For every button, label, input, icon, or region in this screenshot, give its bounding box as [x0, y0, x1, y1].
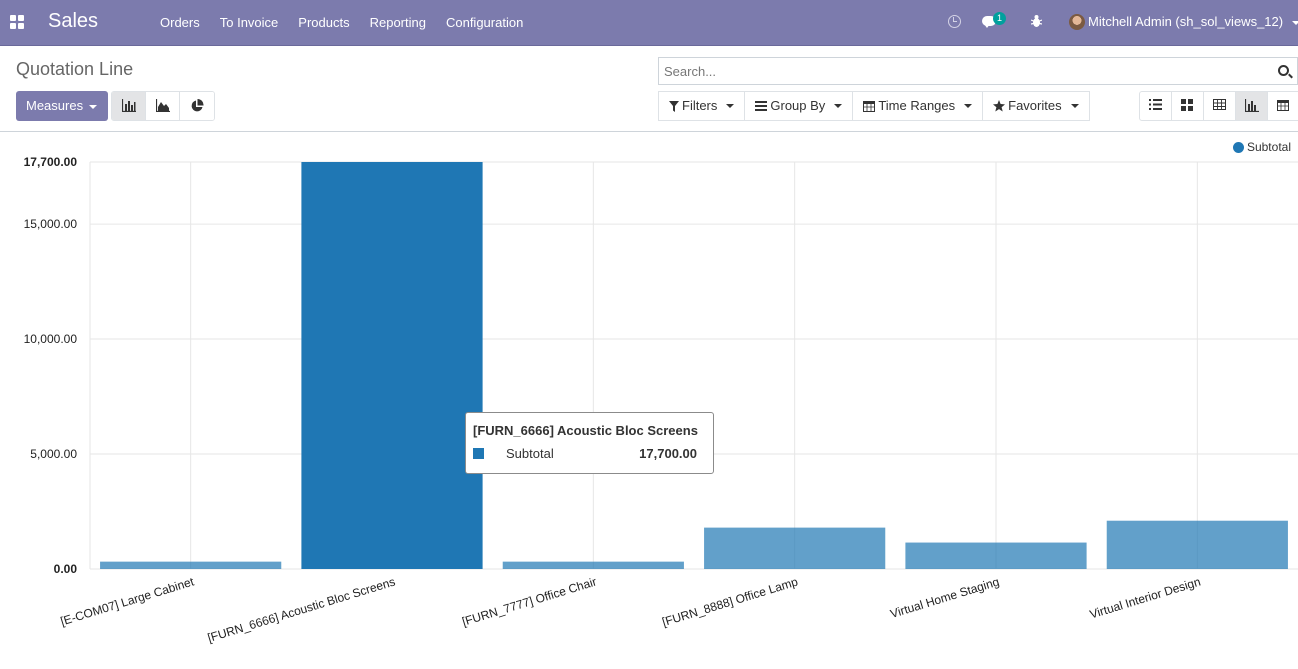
pivot-view-button[interactable]	[1204, 92, 1236, 120]
y-tick-label: 10,000.00	[24, 332, 78, 346]
chevron-down-icon	[1070, 104, 1079, 108]
search-options: Filters Group By Time Ranges Favorites	[658, 91, 1090, 121]
search-icon[interactable]	[1278, 65, 1289, 76]
x-tick-label: Virtual Interior Design	[1088, 574, 1202, 621]
menu-item-to-invoice[interactable]: To Invoice	[219, 15, 279, 30]
filters-dropdown[interactable]: Filters	[658, 91, 746, 121]
time-ranges-label: Time Ranges	[878, 98, 956, 113]
menu-item-reporting[interactable]: Reporting	[369, 15, 426, 30]
avatar[interactable]	[1069, 14, 1085, 30]
bug-icon[interactable]	[1031, 14, 1042, 28]
y-tick-label: 17,700.00	[24, 155, 78, 169]
tooltip-row: Subtotal 17,700.00	[473, 445, 706, 461]
x-tick-label: [FURN_6666] Acoustic Bloc Screens	[206, 574, 397, 645]
kanban-view-icon	[1181, 99, 1193, 111]
area-chart-icon	[156, 99, 170, 112]
favorites-dropdown[interactable]: Favorites	[982, 91, 1090, 121]
clock-icon[interactable]	[948, 15, 961, 28]
table-icon	[1213, 99, 1226, 110]
chevron-down-icon	[726, 104, 735, 108]
bar	[100, 561, 282, 569]
calendar-view-button[interactable]	[1268, 92, 1298, 120]
tooltip-title: [FURN_6666] Acoustic Bloc Screens	[473, 423, 698, 438]
search-bar	[658, 57, 1298, 85]
page-title: Quotation Line	[16, 59, 134, 79]
menu-item-configuration[interactable]: Configuration	[445, 15, 524, 30]
search-input[interactable]	[659, 58, 1259, 84]
bar	[905, 542, 1087, 569]
measures-label: Measures	[26, 98, 84, 113]
group-by-dropdown[interactable]: Group By	[744, 91, 854, 121]
bar	[301, 162, 483, 569]
tooltip-label: Subtotal	[506, 446, 554, 461]
graph-view-button[interactable]	[1236, 92, 1268, 120]
bar	[1106, 520, 1288, 569]
star-icon	[993, 100, 1006, 112]
group-by-label: Group By	[770, 98, 826, 113]
x-tick-label: [FURN_8888] Office Lamp	[660, 574, 799, 629]
chevron-down-icon[interactable]	[1292, 21, 1298, 25]
pie-chart-icon	[191, 99, 204, 112]
time-ranges-dropdown[interactable]: Time Ranges	[852, 91, 984, 121]
bar	[704, 527, 886, 569]
bar-chart-icon	[122, 99, 136, 112]
chart-tooltip: [FURN_6666] Acoustic Bloc Screens Subtot…	[465, 412, 714, 474]
graph-view: 0.00 5,000.00 10,000.00 15,000.00 17,700.00[…	[0, 133, 1298, 669]
user-menu[interactable]: Mitchell Admin (sh_sol_views_12)	[1088, 14, 1284, 29]
chevron-down-icon	[964, 104, 973, 108]
calendar-view-icon	[1277, 100, 1289, 111]
x-tick-label: Virtual Home Staging	[889, 574, 1001, 620]
control-panel: Quotation Line Measures	[0, 46, 1298, 132]
legend-label: Subtotal	[1246, 140, 1291, 154]
notification-badge: 1	[993, 12, 1006, 25]
tooltip-value: 17,700.00	[639, 446, 697, 461]
filters-label: Filters	[682, 98, 718, 113]
menu-item-products[interactable]: Products	[298, 15, 350, 30]
bar-chart-icon	[1245, 99, 1259, 112]
line-chart-button[interactable]	[146, 92, 180, 120]
bar-chart-button[interactable]	[112, 92, 146, 120]
chevron-down-icon	[89, 104, 98, 109]
pie-chart-button[interactable]	[180, 92, 214, 120]
y-tick-label: 0.00	[54, 562, 78, 576]
tooltip-swatch	[473, 448, 484, 459]
filter-icon	[669, 100, 679, 112]
main-menu: Orders To Invoice Products Reporting Con…	[150, 0, 533, 46]
measures-button[interactable]: Measures	[16, 91, 108, 121]
view-switcher	[1139, 91, 1298, 121]
chevron-down-icon	[834, 104, 843, 108]
legend-swatch	[1232, 141, 1244, 153]
y-tick-label: 5,000.00	[30, 447, 77, 461]
chat-icon[interactable]	[982, 16, 996, 28]
x-tick-label: [FURN_7777] Office Chair	[460, 574, 598, 628]
menu-item-orders[interactable]: Orders	[160, 15, 200, 30]
app-name[interactable]: Sales	[48, 10, 99, 32]
apps-menu-icon[interactable]	[10, 15, 24, 29]
list-icon	[755, 101, 768, 111]
bar	[502, 561, 684, 569]
kanban-view-button[interactable]	[1172, 92, 1204, 120]
calendar-icon	[863, 101, 876, 112]
bar-chart: 0.005,000.0010,000.0015,000.0017,700.00[…	[24, 155, 1298, 645]
y-tick-label: 15,000.00	[24, 217, 78, 231]
top-navbar: Sales Orders To Invoice Products Reporti…	[0, 0, 1298, 46]
list-view-icon	[1149, 99, 1162, 110]
list-view-button[interactable]	[1140, 92, 1172, 120]
favorites-label: Favorites	[1008, 98, 1062, 113]
chart-type-switcher	[111, 91, 215, 121]
x-tick-label: [E-COM07] Large Cabinet	[59, 574, 196, 628]
chart-legend[interactable]: Subtotal	[1232, 140, 1291, 154]
